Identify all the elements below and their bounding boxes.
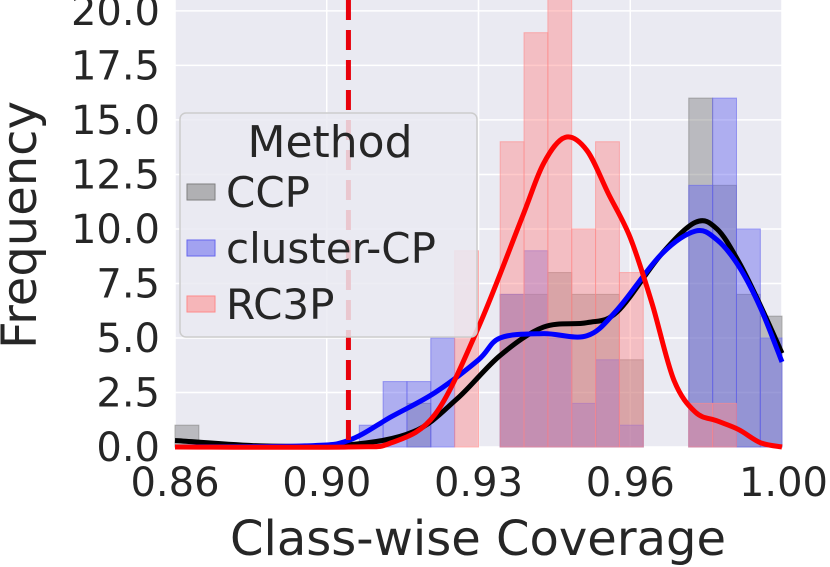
x-tick-labels: 0.86 0.90 0.93 0.96 1.00 xyxy=(130,460,828,506)
legend-label-rc3p: RC3P xyxy=(226,280,334,329)
legend-title: Method xyxy=(247,117,412,168)
x-tick-label: 0.93 xyxy=(434,460,523,506)
kde-line-cluster-cp xyxy=(174,228,785,450)
x-tick-label: 0.96 xyxy=(586,460,675,506)
legend-label-ccp: CCP xyxy=(226,168,310,217)
legend-swatch-rc3p xyxy=(186,295,216,313)
bar-rc3p xyxy=(523,32,549,448)
y-tick-label: 5.0 xyxy=(96,316,160,362)
bar-rc3p xyxy=(618,272,644,448)
y-tick-labels: 0.0 2.5 5.0 7.5 10.0 12.5 15.0 17.5 20.0 xyxy=(71,0,160,471)
y-tick-label: 12.5 xyxy=(71,152,160,198)
legend: Method CCP cluster-CP RC3P xyxy=(179,112,478,338)
y-tick-label: 7.5 xyxy=(96,261,160,307)
y-tick-label: 0.0 xyxy=(96,425,160,471)
x-tick-label: 0.86 xyxy=(130,460,219,506)
y-axis-label: Frequency xyxy=(0,101,48,349)
x-tick-label: 0.90 xyxy=(282,460,371,506)
kde-curves xyxy=(174,134,785,450)
bar-rc3p xyxy=(547,0,573,448)
kde-line-rc3p xyxy=(174,134,783,450)
legend-swatch-cluster-cp xyxy=(186,239,216,257)
y-tick-label: 10.0 xyxy=(71,207,160,253)
legend-label-cluster-cp: cluster-CP xyxy=(226,224,436,273)
legend-box xyxy=(179,112,478,338)
x-tick-label: 1.00 xyxy=(739,460,828,506)
y-tick-label: 2.5 xyxy=(96,370,160,416)
x-axis-label: Class-wise Coverage xyxy=(230,511,726,567)
bar-rc3p xyxy=(499,141,525,448)
legend-items: CCP cluster-CP RC3P xyxy=(186,168,436,329)
y-tick-label: 17.5 xyxy=(71,43,160,89)
legend-swatch-ccp xyxy=(186,183,216,201)
bar-cluster-cp xyxy=(712,97,737,448)
y-tick-label: 15.0 xyxy=(71,98,160,144)
y-tick-label: 20.0 xyxy=(71,0,160,35)
